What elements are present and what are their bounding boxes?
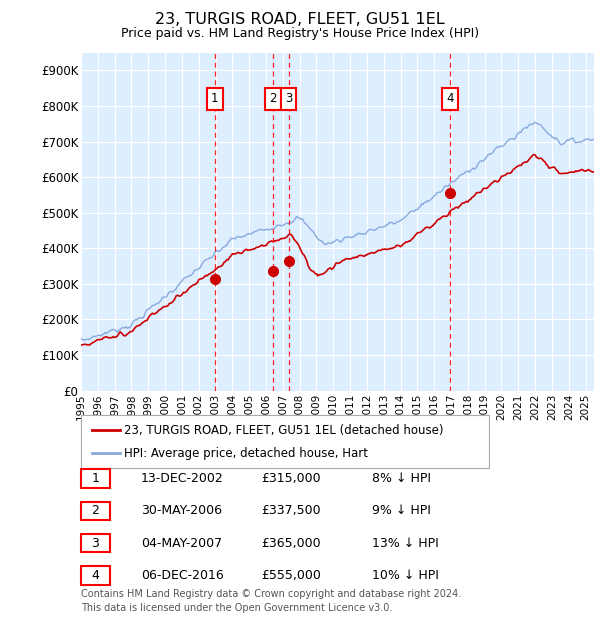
Text: 10% ↓ HPI: 10% ↓ HPI (372, 569, 439, 582)
Text: 23, TURGIS ROAD, FLEET, GU51 1EL: 23, TURGIS ROAD, FLEET, GU51 1EL (155, 12, 445, 27)
Text: 2: 2 (269, 92, 277, 105)
Text: 1: 1 (211, 92, 218, 105)
Text: 8% ↓ HPI: 8% ↓ HPI (372, 472, 431, 485)
Text: 13-DEC-2002: 13-DEC-2002 (141, 472, 224, 485)
Text: £337,500: £337,500 (261, 505, 320, 517)
Text: 4: 4 (91, 569, 100, 582)
Text: 06-DEC-2016: 06-DEC-2016 (141, 569, 224, 582)
Text: 1: 1 (91, 472, 100, 485)
Text: 13% ↓ HPI: 13% ↓ HPI (372, 537, 439, 549)
Text: Price paid vs. HM Land Registry's House Price Index (HPI): Price paid vs. HM Land Registry's House … (121, 27, 479, 40)
Text: HPI: Average price, detached house, Hart: HPI: Average price, detached house, Hart (124, 447, 368, 460)
Text: 2: 2 (91, 505, 100, 517)
Text: £315,000: £315,000 (261, 472, 320, 485)
Text: £365,000: £365,000 (261, 537, 320, 549)
Text: 9% ↓ HPI: 9% ↓ HPI (372, 505, 431, 517)
Text: 30-MAY-2006: 30-MAY-2006 (141, 505, 222, 517)
Text: 3: 3 (91, 537, 100, 549)
Text: 04-MAY-2007: 04-MAY-2007 (141, 537, 222, 549)
Text: 3: 3 (285, 92, 292, 105)
Text: 4: 4 (446, 92, 454, 105)
Text: £555,000: £555,000 (261, 569, 321, 582)
Text: 23, TURGIS ROAD, FLEET, GU51 1EL (detached house): 23, TURGIS ROAD, FLEET, GU51 1EL (detach… (124, 423, 444, 436)
Text: Contains HM Land Registry data © Crown copyright and database right 2024.
This d: Contains HM Land Registry data © Crown c… (81, 590, 461, 613)
